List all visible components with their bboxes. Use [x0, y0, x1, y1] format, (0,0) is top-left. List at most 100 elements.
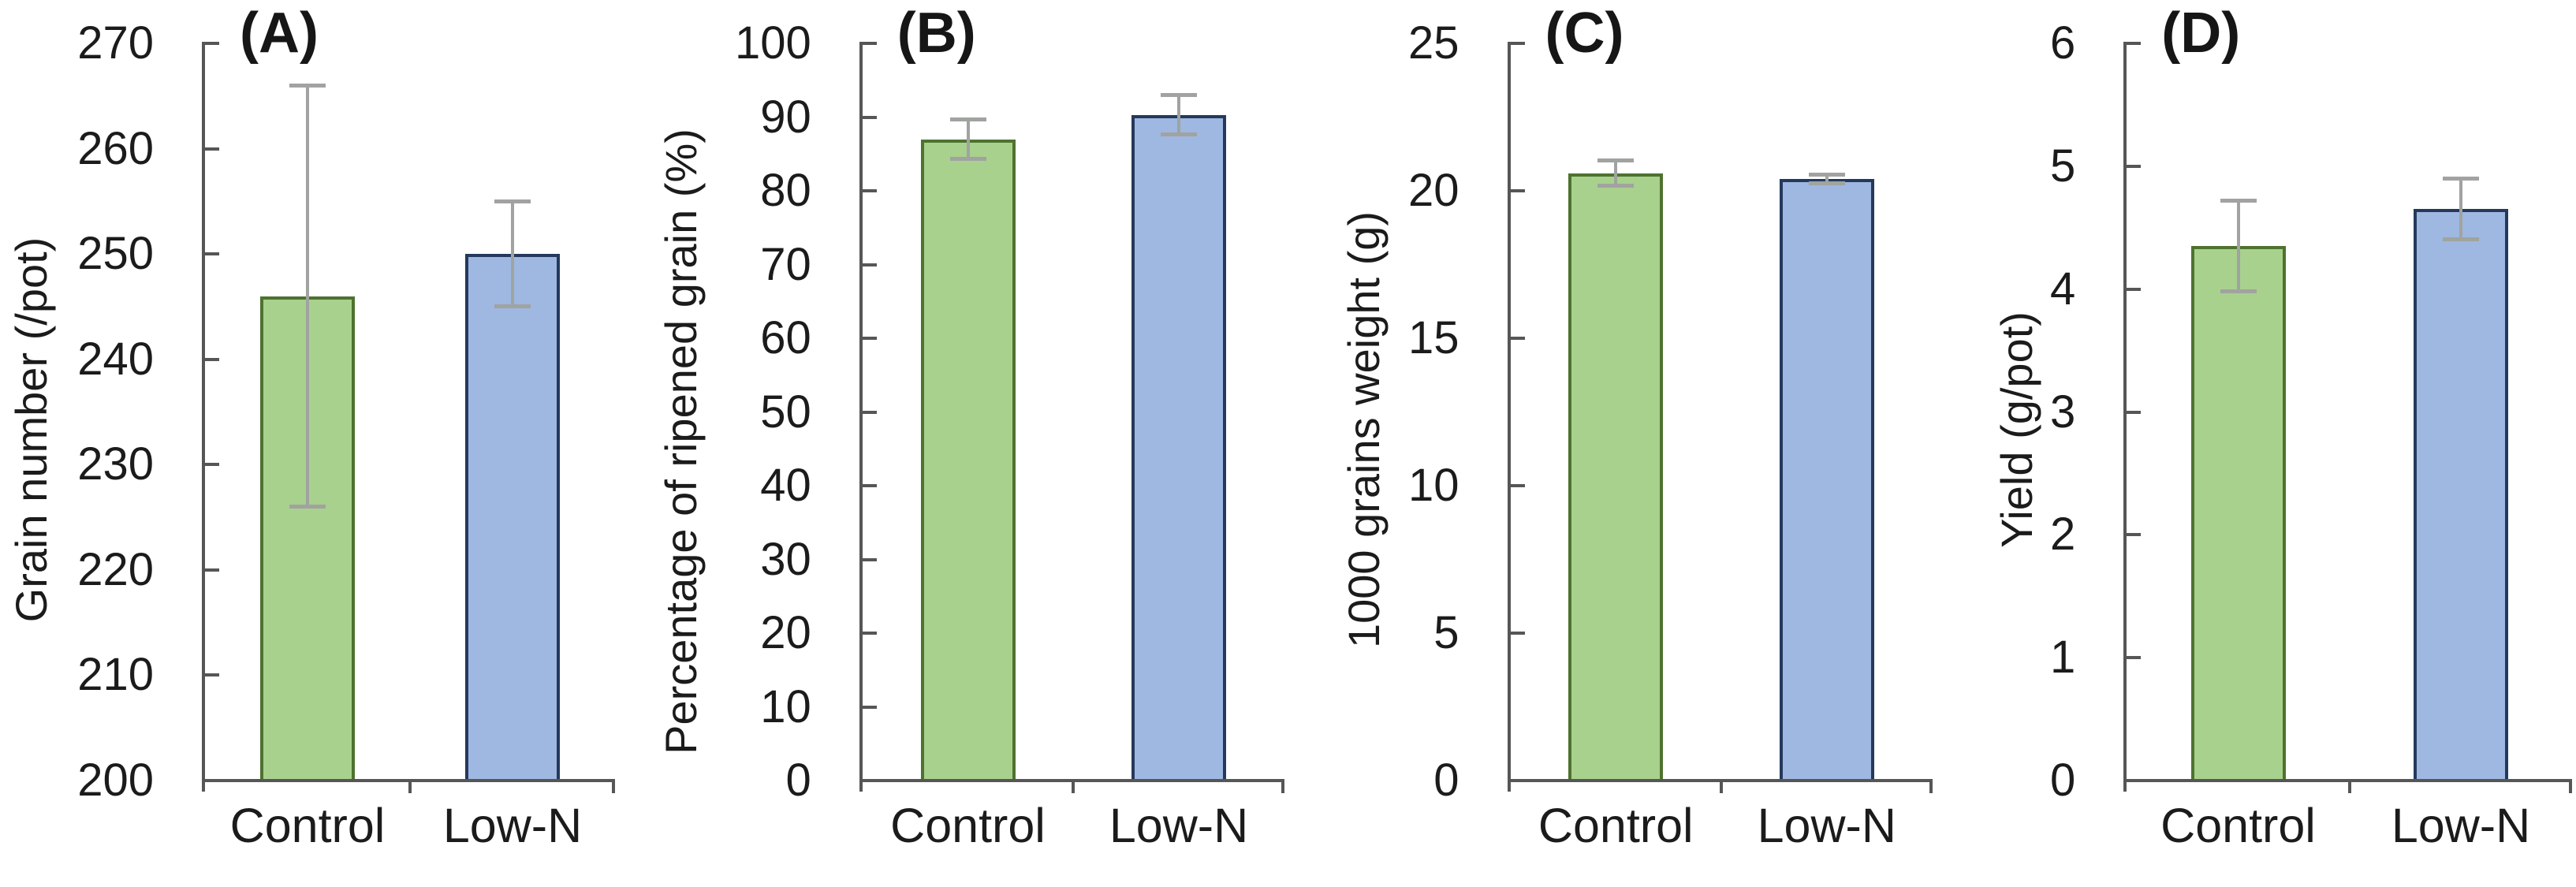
panel-letter: (D) — [2161, 2, 2241, 65]
y-axis-line — [202, 42, 205, 792]
panel-letter: (A) — [240, 2, 319, 65]
y-tick-label: 0 — [785, 755, 811, 806]
y-tick-mark — [205, 42, 219, 45]
y-tick-mark — [2127, 164, 2142, 168]
y-tick-label: 0 — [1433, 755, 1459, 806]
y-tick-label: 4 — [2049, 263, 2076, 315]
bar-low-n — [1131, 114, 1226, 782]
y-tick-mark — [205, 147, 219, 151]
error-bar-line-control — [1614, 159, 1618, 187]
error-bar-cap-bottom-low-n — [1808, 181, 1845, 185]
bar-low-n — [2414, 209, 2508, 782]
y-tick-mark — [2127, 410, 2142, 414]
error-bar-cap-bottom-low-n — [2443, 237, 2479, 242]
y-axis-title: 1000 grains weight (g) — [1338, 211, 1389, 649]
category-label-low-n: Low-N — [442, 799, 583, 852]
y-tick-mark — [862, 484, 877, 487]
y-tick-label: 5 — [2049, 140, 2076, 192]
error-bar-line-control — [2236, 200, 2240, 292]
error-bar-line-low-n — [1825, 174, 1829, 184]
x-tick-mark — [1072, 781, 1076, 793]
y-axis-line — [1507, 42, 1511, 792]
y-tick-label: 210 — [77, 649, 154, 701]
y-tick-mark — [862, 42, 877, 45]
x-tick-mark — [408, 781, 412, 793]
y-tick-mark — [1510, 484, 1525, 487]
y-tick-mark — [1510, 632, 1525, 635]
error-bar-cap-top-control — [1597, 158, 1635, 162]
error-bar-cap-bottom-control — [289, 504, 326, 509]
y-tick-mark — [205, 673, 219, 677]
y-tick-label: 2 — [2049, 509, 2076, 561]
error-bar-line-low-n — [1177, 95, 1180, 135]
y-axis-line — [2123, 42, 2127, 792]
y-tick-mark — [862, 705, 877, 709]
y-tick-label: 90 — [760, 91, 811, 143]
y-tick-label: 200 — [77, 755, 154, 806]
y-tick-label: 70 — [760, 238, 811, 290]
y-tick-mark — [1510, 42, 1525, 45]
error-bar-cap-bottom-control — [949, 156, 986, 161]
error-bar-cap-top-low-n — [1808, 173, 1845, 177]
y-tick-label: 80 — [760, 165, 811, 216]
y-tick-mark — [862, 337, 877, 340]
y-tick-label: 220 — [77, 543, 154, 595]
chart-panel--a-: Grain number (/pot) (A) Control Low-N 200 2… — [0, 0, 644, 887]
y-tick-mark — [1510, 189, 1525, 192]
y-tick-mark — [862, 115, 877, 119]
y-tick-mark — [205, 568, 219, 572]
y-tick-label: 15 — [1407, 312, 1459, 363]
error-bar-cap-bottom-low-n — [494, 304, 531, 308]
category-label-control: Control — [229, 799, 386, 852]
error-bar-line-low-n — [2459, 178, 2462, 240]
error-bar-cap-top-low-n — [1161, 93, 1197, 98]
error-bar-line-control — [966, 119, 970, 159]
y-tick-mark — [2127, 42, 2142, 45]
error-bar-cap-top-low-n — [494, 199, 531, 204]
x-tick-mark — [2569, 781, 2573, 793]
y-tick-mark — [862, 263, 877, 266]
y-tick-label: 40 — [760, 460, 811, 511]
category-label-control: Control — [890, 799, 1046, 852]
y-tick-label: 250 — [77, 228, 154, 280]
chart-panel--d-: Yield (g/pot) (D) Control Low-N 0 1 2 3 4 5 6 — [1932, 0, 2576, 887]
y-tick-label: 20 — [1407, 165, 1459, 216]
y-tick-label: 270 — [77, 17, 154, 69]
panel-letter: (C) — [1545, 2, 1624, 65]
category-label-control: Control — [2160, 799, 2316, 852]
x-tick-mark — [1720, 781, 1723, 793]
category-label-low-n: Low-N — [2391, 799, 2531, 852]
error-bar-line-control — [306, 85, 309, 507]
y-tick-label: 260 — [77, 122, 154, 174]
y-tick-label: 50 — [760, 386, 811, 438]
bar-low-n — [465, 254, 560, 782]
bar-control — [1568, 173, 1664, 782]
y-tick-label: 10 — [1407, 460, 1459, 511]
y-tick-mark — [862, 557, 877, 561]
y-tick-label: 10 — [760, 680, 811, 732]
error-bar-cap-bottom-control — [2220, 289, 2257, 293]
y-tick-label: 230 — [77, 438, 154, 490]
chart-panel--c-: 1000 grains weight (g) (C) Control Low-N 0… — [1288, 0, 1933, 887]
y-tick-mark — [862, 410, 877, 414]
bar-control — [920, 139, 1016, 782]
y-tick-mark — [1510, 337, 1525, 340]
bar-low-n — [1779, 179, 1874, 782]
y-tick-mark — [862, 189, 877, 192]
chart-panel--b-: Percentage of ripened grain (%) (B) Cont… — [644, 0, 1288, 887]
error-bar-cap-top-low-n — [2443, 177, 2479, 181]
y-tick-mark — [205, 252, 219, 256]
y-tick-label: 5 — [1433, 607, 1459, 658]
y-tick-label: 6 — [2049, 17, 2076, 69]
error-bar-cap-top-control — [949, 117, 986, 122]
error-bar-cap-bottom-low-n — [1161, 132, 1197, 136]
error-bar-line-low-n — [511, 201, 514, 307]
y-tick-label: 1 — [2049, 632, 2076, 684]
x-tick-mark — [1281, 781, 1284, 793]
error-bar-cap-bottom-control — [1597, 184, 1635, 188]
y-tick-mark — [2127, 656, 2142, 660]
x-tick-mark — [2347, 781, 2351, 793]
error-bar-cap-top-control — [289, 84, 326, 88]
y-tick-label: 240 — [77, 333, 154, 385]
